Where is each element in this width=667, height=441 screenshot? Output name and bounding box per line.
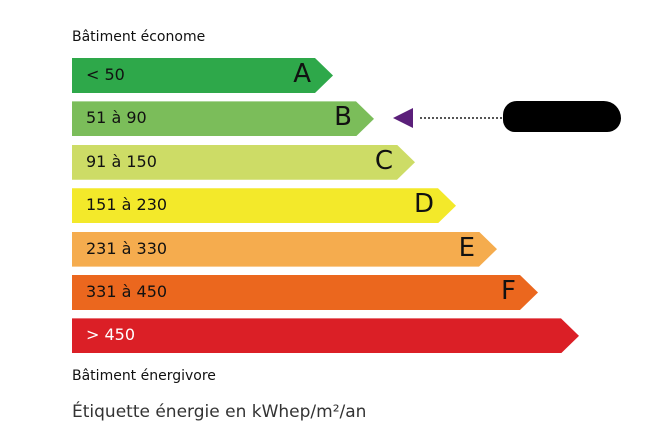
class-letter: B — [334, 102, 352, 133]
class-letter: E — [458, 232, 475, 263]
redacted-value — [503, 101, 621, 132]
range-label: 331 à 450 — [86, 282, 168, 301]
indicator-arrow-icon — [393, 108, 413, 128]
energy-bar-d: 151 à 230 D — [72, 188, 456, 223]
energy-bar-g: > 450 — [72, 318, 579, 353]
energy-bar-b: 51 à 90 B — [72, 101, 374, 136]
bottom-label: Bâtiment énergivore — [72, 368, 216, 384]
energy-bar-a: < 50 A — [72, 58, 333, 93]
class-letter: A — [293, 59, 311, 89]
class-letter: C — [374, 145, 393, 176]
range-label: > 450 — [86, 325, 136, 345]
energy-bar-f: 331 à 450 F — [72, 275, 538, 310]
energy-bar-e: 231 à 330 E — [72, 232, 497, 267]
class-letter: F — [501, 276, 516, 306]
range-label: 231 à 330 — [86, 238, 168, 258]
indicator-dotted-line — [420, 117, 502, 119]
class-letter: D — [413, 189, 434, 220]
range-label: 151 à 230 — [86, 195, 168, 215]
range-label: 91 à 150 — [86, 151, 157, 171]
range-label: < 50 — [86, 65, 125, 84]
energy-bar-c: 91 à 150 C — [72, 145, 415, 180]
footer-caption: Étiquette énergie en kWhep/m²/an — [72, 402, 367, 422]
top-label: Bâtiment économe — [72, 29, 206, 45]
range-label: 51 à 90 — [86, 108, 147, 128]
